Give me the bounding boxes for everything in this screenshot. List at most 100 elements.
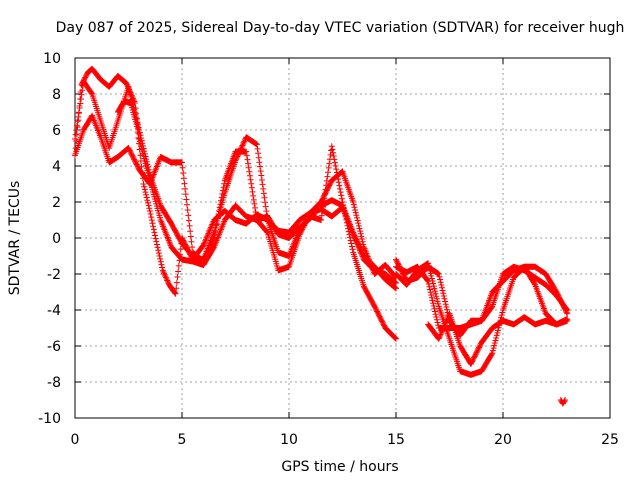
data-point [355, 222, 362, 229]
data-point [377, 314, 384, 321]
data-point [134, 129, 141, 136]
data-point [556, 294, 563, 301]
data-point [145, 166, 152, 173]
data-point [204, 233, 211, 240]
data-point [209, 239, 216, 246]
data-point [75, 113, 82, 120]
data-point [323, 187, 330, 194]
data-point [437, 276, 444, 283]
data-point [330, 153, 337, 160]
data-point [142, 189, 149, 196]
data-point [318, 212, 325, 219]
data-point [355, 244, 362, 251]
data-point [561, 304, 568, 311]
data-point [141, 150, 148, 157]
data-point [137, 157, 144, 164]
data-point [185, 217, 192, 224]
data-point [159, 264, 166, 271]
data-point [554, 291, 561, 298]
data-point [431, 285, 438, 292]
data-point [179, 164, 186, 171]
data-point [73, 127, 80, 134]
data-point [442, 301, 449, 308]
data-point [219, 187, 226, 194]
data-point [160, 268, 167, 275]
data-point [164, 278, 171, 285]
data-point [253, 141, 260, 148]
data-point [172, 290, 179, 297]
x-tick-label: 0 [71, 432, 80, 448]
data-point [207, 225, 214, 232]
data-point [139, 142, 146, 149]
data-point [359, 252, 366, 259]
data-point [331, 159, 338, 166]
data-point [206, 228, 213, 235]
data-point [211, 235, 218, 241]
data-point [472, 350, 479, 357]
data-point [157, 258, 164, 265]
data-point [149, 220, 156, 227]
y-tick-label: -4 [47, 303, 61, 319]
data-point [244, 156, 251, 163]
data-point [187, 251, 194, 258]
data-point [338, 168, 345, 175]
data-point [258, 172, 265, 179]
data-point [173, 279, 180, 286]
data-point [426, 267, 433, 274]
data-point [259, 181, 266, 188]
data-point [162, 273, 169, 280]
data-point [376, 312, 383, 319]
data-point [494, 327, 501, 334]
data-point [205, 247, 212, 254]
data-point [393, 256, 399, 263]
data-point [379, 318, 386, 325]
data-point [261, 194, 268, 201]
data-point [433, 313, 440, 320]
data-point [432, 308, 439, 315]
data-point [202, 254, 209, 261]
data-point [155, 247, 162, 254]
data-point [356, 225, 363, 232]
data-point [262, 203, 269, 210]
x-tick-label: 25 [601, 432, 619, 448]
data-point [376, 313, 383, 320]
data-point [174, 274, 181, 281]
data-point [326, 160, 333, 167]
data-point [219, 190, 226, 197]
data-point [426, 265, 433, 272]
data-point [357, 228, 364, 235]
data-point [216, 204, 223, 211]
data-point [180, 169, 187, 176]
data-point [438, 282, 445, 289]
series-late-point [557, 397, 569, 407]
data-point [345, 228, 352, 235]
data-point [352, 209, 359, 216]
data-point [151, 229, 158, 236]
data-point [392, 284, 399, 291]
data-point [435, 271, 442, 277]
data-point [425, 260, 432, 267]
data-point [357, 247, 364, 254]
data-point [488, 304, 495, 311]
x-tick-label: 5 [178, 432, 187, 448]
data-point [260, 190, 267, 197]
data-point [351, 204, 358, 211]
data-point [209, 219, 216, 226]
data-point [173, 285, 180, 292]
data-point [561, 398, 568, 405]
data-point [179, 159, 185, 166]
data-point [161, 271, 168, 278]
data-point [139, 175, 146, 182]
data-point [355, 220, 362, 227]
x-tick-label: 15 [387, 432, 405, 448]
data-point [349, 246, 356, 253]
data-point [350, 201, 357, 208]
data-point [201, 257, 208, 264]
data-point [381, 322, 388, 329]
data-point [340, 204, 347, 211]
data-point [245, 164, 252, 171]
data-point [471, 353, 478, 360]
data-point [347, 237, 354, 244]
x-tick-label: 20 [494, 432, 512, 448]
data-point [72, 131, 79, 138]
